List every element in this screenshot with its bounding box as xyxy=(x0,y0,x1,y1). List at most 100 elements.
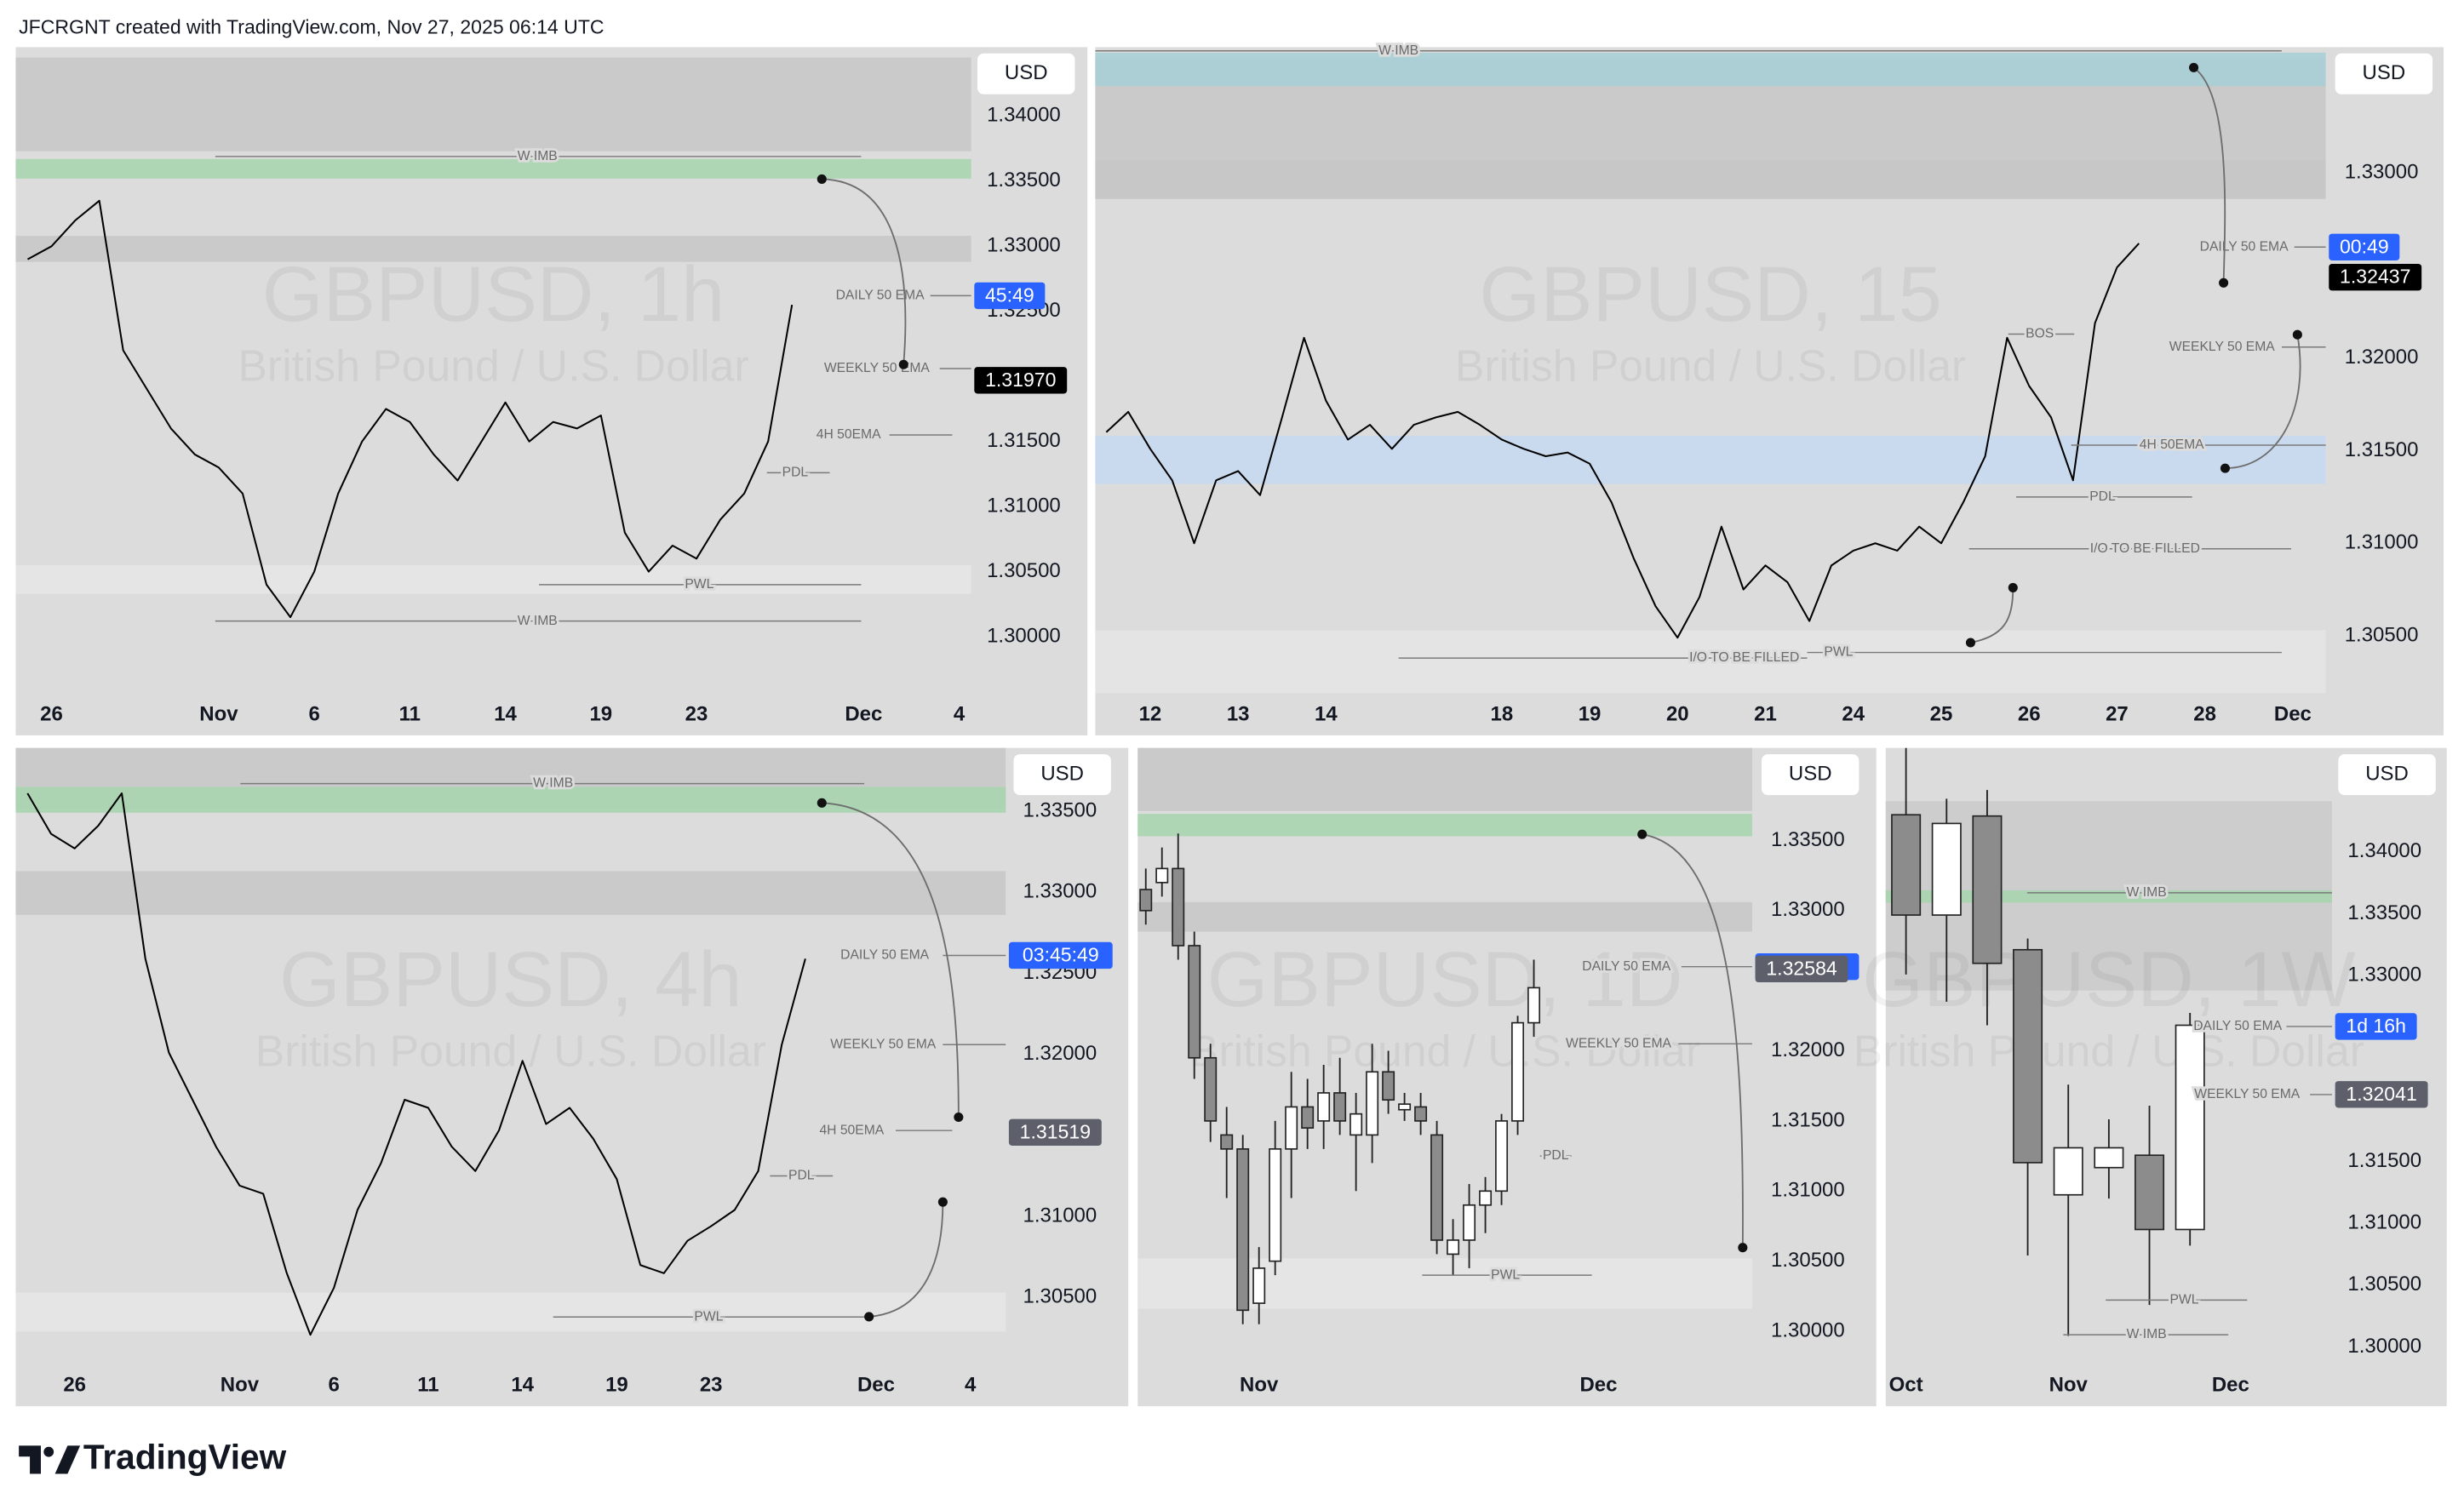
level-label: WEEKLY 50 EMA xyxy=(2194,1087,2301,1101)
price-line xyxy=(26,199,794,619)
x-tick-label: Nov xyxy=(1240,1374,1279,1397)
level-label: PWL xyxy=(2169,1293,2198,1307)
level-label: DAILY 50 EMA xyxy=(840,948,929,963)
candle-body xyxy=(1382,1071,1395,1101)
y-tick-label: 1.33000 xyxy=(1771,898,1845,921)
currency-box xyxy=(2335,53,2433,94)
level-label: PDL xyxy=(1543,1148,1569,1163)
candle-body xyxy=(2013,948,2043,1164)
arrow-dot xyxy=(937,1197,948,1207)
candle-body xyxy=(1511,1021,1525,1122)
zone xyxy=(1095,436,2326,484)
level-label: 4H 50EMA xyxy=(2140,438,2204,452)
zone xyxy=(15,786,1006,813)
price-badge xyxy=(1755,955,1848,983)
y-tick-label: 1.32000 xyxy=(1023,1042,1097,1065)
y-tick-label: 1.33000 xyxy=(987,234,1061,257)
x-tick-label: Nov xyxy=(221,1374,260,1397)
price-badge xyxy=(2329,264,2422,291)
x-tick-label: Nov xyxy=(2049,1374,2089,1397)
y-tick-label: 1.32000 xyxy=(1771,1038,1845,1061)
watermark-subtitle: British Pound / U.S. Dollar xyxy=(1455,340,1966,390)
zone xyxy=(1095,160,2326,199)
arrow-dot xyxy=(817,798,827,808)
x-tick-label: 21 xyxy=(1754,702,1777,725)
brand-logo xyxy=(19,1445,81,1474)
zone xyxy=(1095,52,2326,87)
candle-body xyxy=(1285,1106,1298,1150)
arrow xyxy=(822,802,960,1118)
x-tick-label: Oct xyxy=(1889,1374,1923,1397)
y-tick-label: 1.34000 xyxy=(987,104,1061,127)
x-tick-label: 11 xyxy=(399,702,421,725)
zone xyxy=(1137,747,1752,811)
x-tick-label: 25 xyxy=(1930,702,1953,725)
arrow xyxy=(1970,587,2014,643)
y-tick-label: 1.31500 xyxy=(2345,438,2419,461)
x-tick-label: 14 xyxy=(494,702,517,725)
price-badge-text: 1.32437 xyxy=(2340,266,2410,288)
zone xyxy=(1095,630,2326,694)
y-tick-label: 1.34000 xyxy=(2347,839,2421,862)
price-badge-text: 03:45:49 xyxy=(1023,943,1099,965)
price-badge xyxy=(2335,1013,2417,1040)
zone xyxy=(1137,901,1752,932)
arrow-dot xyxy=(2292,329,2302,340)
level-label: W IMB xyxy=(518,149,558,163)
level-label: PWL xyxy=(694,1309,723,1324)
level-label: DAILY 50 EMA xyxy=(2200,239,2289,254)
x-tick-label: 14 xyxy=(511,1374,534,1397)
watermark-title: GBPUSD, 4h xyxy=(279,935,742,1023)
level-label: 4H 50EMA xyxy=(817,427,881,442)
x-tick-label: 20 xyxy=(1666,702,1689,725)
arrow-dot xyxy=(1637,829,1647,839)
price-badge xyxy=(974,282,1046,310)
level-label: PWL xyxy=(1491,1267,1520,1282)
y-tick-label: 1.30500 xyxy=(987,559,1061,582)
candle-body xyxy=(1188,945,1201,1059)
x-tick-label: 6 xyxy=(308,702,319,725)
x-tick-label: 19 xyxy=(1579,702,1602,725)
currency-box xyxy=(1013,754,1111,796)
y-tick-label: 1.33000 xyxy=(2345,161,2419,184)
candle-body xyxy=(1317,1092,1331,1122)
y-tick-label: 1.30000 xyxy=(1771,1318,1845,1341)
watermark-title: GBPUSD, 15 xyxy=(1479,249,1942,338)
x-tick-label: 28 xyxy=(2193,702,2216,725)
level-label: PWL xyxy=(685,577,713,592)
x-tick-label: 14 xyxy=(1315,702,1338,725)
x-tick-label: 4 xyxy=(965,1374,977,1397)
zone xyxy=(15,871,1006,915)
y-tick-label: 1.33500 xyxy=(2347,901,2421,924)
currency-label: USD xyxy=(2365,762,2409,785)
level-label: W IMB xyxy=(1378,43,1418,58)
x-tick-label: 19 xyxy=(589,702,612,725)
candle-body xyxy=(1172,867,1185,947)
candle-body xyxy=(1155,867,1169,884)
level-label: DAILY 50 EMA xyxy=(1582,959,1670,974)
x-tick-label: 27 xyxy=(2106,702,2129,725)
x-tick-label: Dec xyxy=(857,1374,895,1397)
y-tick-label: 1.30500 xyxy=(2345,623,2419,646)
x-tick-label: 23 xyxy=(700,1374,723,1397)
level-label: PDL xyxy=(788,1169,815,1183)
arrow-dot xyxy=(898,359,908,369)
level-label: PDL xyxy=(2089,489,2116,504)
logo-shape xyxy=(54,1445,81,1474)
candle-body xyxy=(1398,1103,1412,1111)
candle-body xyxy=(1139,889,1153,912)
y-tick-label: 1.31000 xyxy=(987,494,1061,517)
level-label: PWL xyxy=(1824,645,1853,660)
candle-body xyxy=(1430,1134,1444,1241)
watermark-subtitle: British Pound / U.S. Dollar xyxy=(1189,1026,1700,1075)
x-tick-label: 26 xyxy=(63,1374,86,1397)
candle-body xyxy=(1495,1120,1509,1193)
level-label: WEEKLY 50 EMA xyxy=(830,1037,937,1051)
candle-body xyxy=(1479,1190,1493,1206)
candle-body xyxy=(2175,1024,2205,1231)
y-tick-label: 1.30000 xyxy=(987,624,1061,647)
zone xyxy=(1137,1258,1752,1309)
candle-body xyxy=(2053,1147,2083,1196)
